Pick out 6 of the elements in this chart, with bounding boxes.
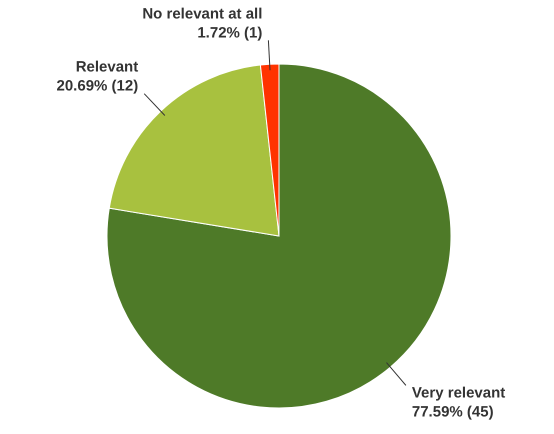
slice-label: Very relevant <box>412 384 506 402</box>
data-label: 20.69% (12) <box>56 78 138 95</box>
slice-label: Relevant <box>76 58 138 76</box>
slice-label: No relevant at all <box>142 5 262 22</box>
data-label: 1.72% (1) <box>197 24 262 42</box>
data-label: 77.59% (45) <box>412 403 494 420</box>
